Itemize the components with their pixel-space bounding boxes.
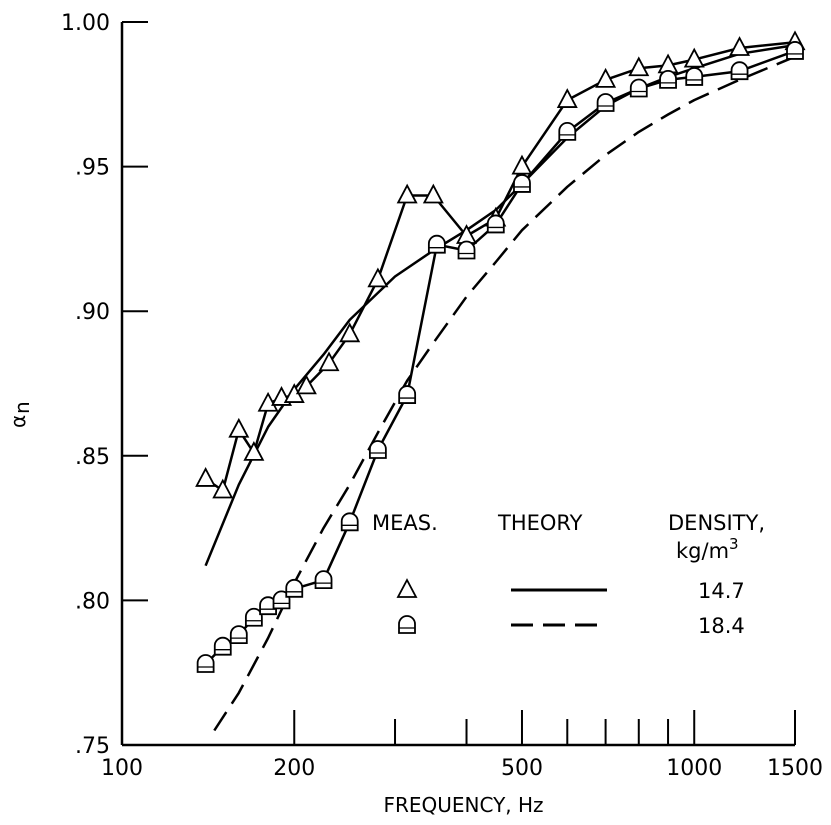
- rounded-square-marker: [398, 385, 417, 404]
- legend-header-theory: THEORY: [497, 511, 583, 535]
- legend-header-meas: MEAS.: [372, 511, 438, 535]
- y-tick-label: 1.00: [61, 11, 110, 36]
- triangle-marker: [243, 440, 265, 461]
- rounded-square-marker: [244, 607, 263, 627]
- rounded-square-marker: [427, 234, 446, 254]
- triangle-marker: [318, 351, 340, 372]
- y-axis-title-main: α: [6, 415, 30, 428]
- triangle-marker: [257, 391, 279, 412]
- rounded-square-marker: [685, 67, 704, 86]
- triangle-marker: [212, 478, 234, 499]
- rounded-square-marker: [368, 440, 387, 459]
- legend-header-density-unit: kg/m3: [676, 535, 739, 563]
- rounded-square-marker: [486, 214, 505, 234]
- triangle-marker: [195, 467, 217, 487]
- triangle-marker: [396, 183, 418, 204]
- axes: [120, 22, 795, 747]
- triangle-marker: [683, 47, 705, 68]
- triangle-marker: [729, 36, 751, 56]
- rounded-square-marker: [213, 636, 232, 656]
- triangle-marker: [511, 154, 533, 175]
- legend-entries: 14.7 18.4: [396, 578, 745, 638]
- x-tick-label: 100: [101, 756, 143, 781]
- rounded-square-marker: [229, 625, 248, 645]
- rounded-square-marker: [596, 93, 615, 112]
- triangle-marker: [295, 374, 317, 395]
- measured-curve-rounded-square: [204, 49, 796, 665]
- y-tick-label: .90: [75, 300, 110, 325]
- rounded-square-marker: [786, 41, 804, 60]
- rounded-square-marker: [730, 61, 749, 81]
- x-tick-label: 1000: [666, 756, 722, 781]
- triangle-marker: [396, 578, 418, 598]
- measured-points-rounded-square: [196, 41, 804, 673]
- legend-density-unit-base: kg/m: [676, 539, 729, 563]
- y-tick-label: .95: [75, 156, 110, 181]
- legend-header-density: DENSITY,: [668, 511, 765, 535]
- y-axis-title-subscript: n: [10, 401, 34, 414]
- x-axis-title: FREQUENCY, Hz: [383, 793, 543, 817]
- legend: MEAS. THEORY DENSITY, kg/m3 14.7 18.4: [372, 511, 765, 638]
- x-tick-label: 200: [273, 756, 315, 781]
- y-tick-label: .75: [75, 734, 110, 759]
- rounded-square-marker: [196, 654, 215, 673]
- triangle-marker: [367, 267, 389, 288]
- legend-density-value: 18.4: [698, 614, 745, 638]
- triangle-marker: [556, 88, 578, 108]
- rounded-square-marker: [314, 570, 333, 590]
- y-tick-label: .85: [75, 445, 110, 470]
- legend-density-value: 14.7: [698, 579, 745, 603]
- ticks: .75 .80 .85 .90 .95 1.00 100 200 500 1000 1500: [61, 11, 823, 781]
- triangle-marker: [628, 56, 650, 77]
- triangle-marker: [228, 417, 250, 438]
- rounded-square-marker: [629, 78, 648, 98]
- measured-points-triangle: [195, 30, 806, 499]
- rounded-square-marker: [558, 122, 577, 141]
- triangle-marker: [339, 322, 361, 343]
- theory-curve-solid: [204, 43, 796, 567]
- x-tick-label: 500: [501, 756, 543, 781]
- y-tick-label: .80: [75, 589, 110, 614]
- rounded-square-marker: [398, 615, 416, 634]
- legend-density-unit-exponent: 3: [729, 535, 739, 553]
- markers: [195, 30, 806, 673]
- measured-curve-triangle: [204, 40, 796, 492]
- y-axis-title: α n: [6, 401, 34, 428]
- rounded-square-marker: [659, 70, 677, 89]
- triangle-marker: [595, 67, 617, 88]
- rounded-square-marker: [340, 512, 359, 532]
- rounded-square-marker: [457, 240, 476, 260]
- legend-entry: 14.7: [396, 578, 745, 603]
- legend-entry: 18.4: [398, 614, 745, 638]
- x-tick-label: 1500: [767, 756, 823, 781]
- rounded-square-marker: [513, 174, 531, 193]
- rounded-square-marker: [285, 579, 304, 598]
- triangle-marker: [422, 183, 444, 204]
